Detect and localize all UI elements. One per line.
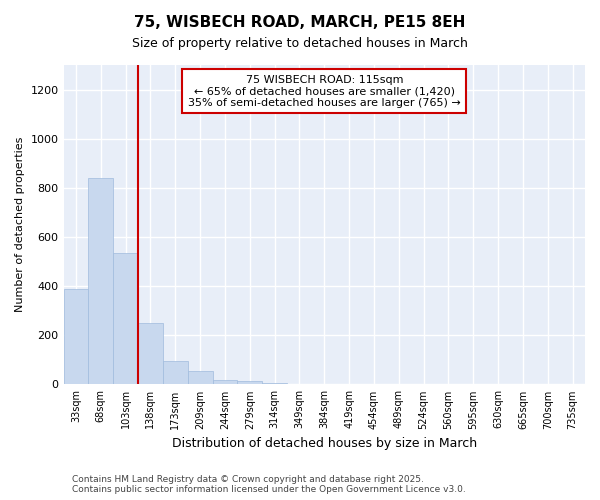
Bar — [238, 382, 262, 384]
Bar — [188, 371, 212, 384]
Bar — [113, 253, 138, 384]
Bar — [212, 380, 238, 384]
Text: 75, WISBECH ROAD, MARCH, PE15 8EH: 75, WISBECH ROAD, MARCH, PE15 8EH — [134, 15, 466, 30]
Bar — [138, 324, 163, 384]
Text: Contains HM Land Registry data © Crown copyright and database right 2025.: Contains HM Land Registry data © Crown c… — [72, 475, 424, 484]
Y-axis label: Number of detached properties: Number of detached properties — [15, 137, 25, 312]
Bar — [64, 288, 88, 384]
Text: Contains public sector information licensed under the Open Government Licence v3: Contains public sector information licen… — [72, 484, 466, 494]
Bar — [262, 383, 287, 384]
Bar — [163, 360, 188, 384]
Bar — [88, 178, 113, 384]
X-axis label: Distribution of detached houses by size in March: Distribution of detached houses by size … — [172, 437, 477, 450]
Text: 75 WISBECH ROAD: 115sqm
← 65% of detached houses are smaller (1,420)
35% of semi: 75 WISBECH ROAD: 115sqm ← 65% of detache… — [188, 74, 461, 108]
Text: Size of property relative to detached houses in March: Size of property relative to detached ho… — [132, 38, 468, 51]
